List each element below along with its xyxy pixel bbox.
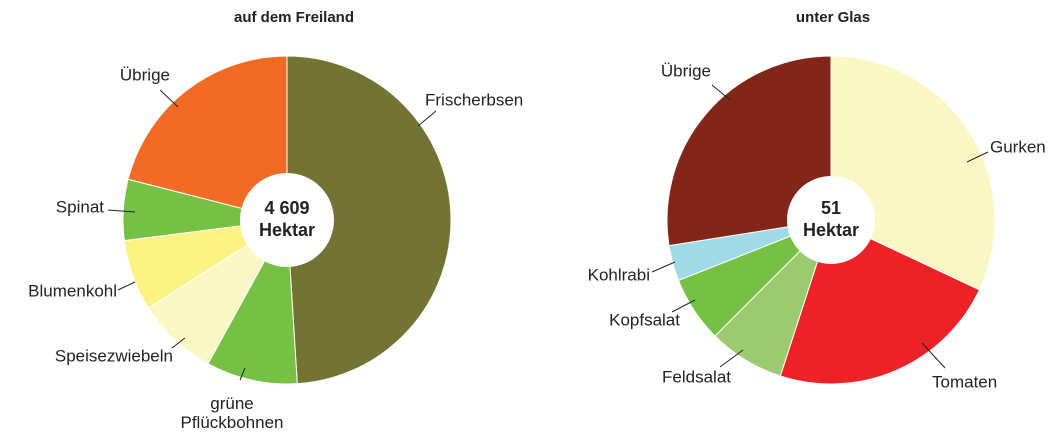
slice-label: Blumenkohl — [28, 281, 117, 300]
leader-line — [921, 342, 946, 369]
chart-title: auf dem Freiland — [234, 9, 354, 26]
chart-title: unter Glas — [796, 9, 870, 26]
slice-label: Kohlrabi — [588, 265, 650, 284]
leader-line — [117, 281, 136, 291]
center-label: Hektar — [259, 220, 315, 240]
leader-line — [719, 349, 744, 368]
slice-label: Übrige — [661, 61, 711, 80]
center-label: Hektar — [803, 220, 859, 240]
leader-line — [417, 110, 437, 127]
leader-line — [711, 84, 731, 101]
donut-hole — [240, 173, 334, 267]
slice-label: Feldsalat — [662, 367, 731, 386]
slice — [286, 55, 452, 385]
leader-line — [159, 89, 179, 108]
leader-line — [107, 209, 136, 213]
slice-label: Tomaten — [932, 372, 997, 391]
slice-label: Spinat — [56, 197, 104, 216]
center-label: 51 — [821, 198, 841, 218]
slice — [666, 55, 832, 247]
slice-label: Übrige — [120, 65, 170, 84]
leader-line — [239, 367, 246, 381]
slice-label: Gurken — [990, 137, 1046, 156]
slice-label: Frischerbsen — [425, 90, 523, 109]
leader-line — [171, 337, 186, 349]
leader-line — [966, 151, 989, 163]
leader-line — [671, 299, 696, 313]
slice-label: Speisezwiebeln — [55, 346, 173, 365]
slice-label: Kopfsalat — [609, 310, 680, 329]
center-label: 4 609 — [264, 198, 309, 218]
slice-label: grüne Pflückbohnen — [180, 394, 283, 432]
leader-line — [651, 261, 676, 273]
slice — [127, 55, 288, 221]
donut-hole — [787, 176, 875, 264]
